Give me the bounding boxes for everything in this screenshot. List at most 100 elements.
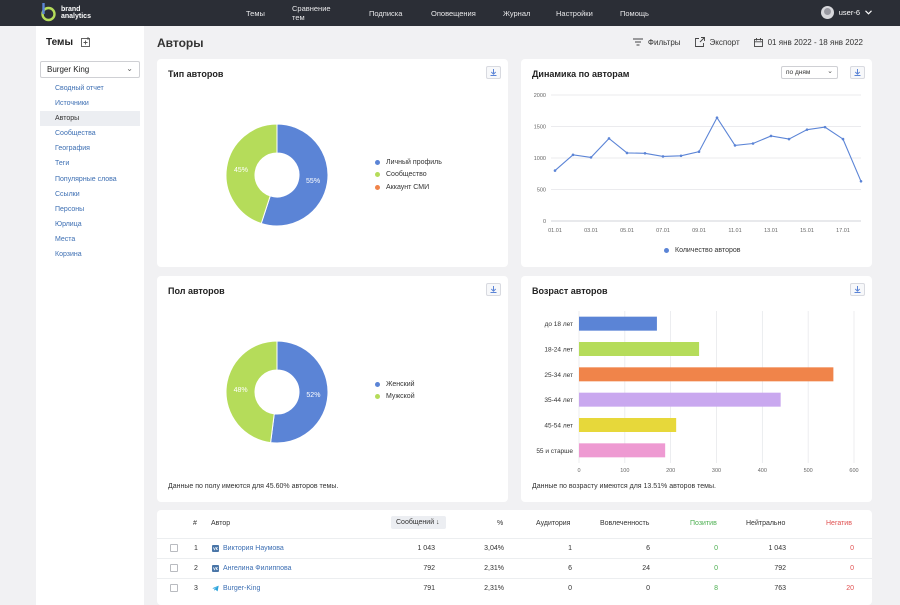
download-button[interactable] <box>486 283 501 296</box>
data-point <box>625 151 629 155</box>
author-link[interactable]: Виктория Наумова <box>223 545 284 552</box>
menu-item-subscription[interactable]: Подписка <box>369 8 403 18</box>
add-topic-icon[interactable] <box>81 37 91 47</box>
col-header-neutral[interactable]: Нейтрально <box>746 520 786 527</box>
download-button[interactable] <box>486 66 501 79</box>
x-tick-label: 500 <box>804 468 813 474</box>
author-type-donut-chart: 55% 45% <box>225 123 329 227</box>
legend-dot <box>375 394 380 400</box>
row-number: 3 <box>194 585 198 592</box>
menu-item-topics[interactable]: Темы <box>246 8 265 18</box>
user-menu[interactable]: user-6 <box>820 6 872 19</box>
age-footnote: Данные по возрасту имеются для 13.51% ав… <box>532 483 716 490</box>
header-actions: Фильтры Экспорт 01 янв 2022 - 18 янв 202… <box>632 37 863 47</box>
chevron-down-icon: ⌄ <box>126 64 133 73</box>
y-category-label: 55 и старше <box>536 448 573 455</box>
menu-item-help[interactable]: Помощь <box>620 8 649 18</box>
cell-messages: 1 043 <box>417 545 435 552</box>
sidebar-item[interactable]: Источники <box>55 100 89 108</box>
sidebar-item[interactable]: География <box>55 145 90 153</box>
bar <box>579 443 666 458</box>
author-link[interactable]: Ангелина Филиппова <box>223 565 292 572</box>
col-header-percent[interactable]: % <box>497 520 504 527</box>
y-tick-label: 0 <box>543 219 546 225</box>
data-point <box>589 156 593 159</box>
col-header-messages[interactable]: Сообщений ↓ <box>391 516 446 529</box>
sidebar-item[interactable]: Авторы <box>40 111 140 127</box>
sidebar-item[interactable]: Теги <box>55 160 70 168</box>
avatar <box>820 6 834 19</box>
legend-label: Сообщество <box>386 171 427 179</box>
row-checkbox[interactable] <box>170 584 178 592</box>
x-tick-label: 15.01 <box>800 228 814 234</box>
legend-item: Аккаунт СМИ <box>375 181 442 194</box>
data-point <box>769 134 773 138</box>
filters-button[interactable]: Фильтры <box>632 38 681 47</box>
sidebar-item[interactable]: Места <box>55 235 76 243</box>
author-link[interactable]: Burger-King <box>223 585 261 592</box>
sidebar-item[interactable]: Персоны <box>55 205 85 213</box>
author-gender-donut-chart: 52% 48% <box>225 340 329 444</box>
table-row[interactable]: 3 Burger-King 791 2,31% 0 0 8 763 20 <box>157 578 872 598</box>
brand-name-line1: brand <box>61 5 81 13</box>
cell-messages: 792 <box>423 565 435 572</box>
granularity-select[interactable]: по дням ⌄ <box>781 66 838 79</box>
sidebar-item[interactable]: Сводный отчет <box>55 85 104 92</box>
table-row[interactable]: 1 Виктория Наумова 1 043 3,04% 1 6 0 1 043 0 <box>157 538 872 558</box>
slice-label: 52% <box>306 392 320 399</box>
author-type-title: Тип авторов <box>168 69 224 79</box>
author-gender-legend: Женский Мужской <box>375 378 415 403</box>
date-range-picker[interactable]: 01 янв 2022 - 18 янв 2022 <box>753 37 863 47</box>
top-navbar: brand analytics Темы Сравнение тем Подпи… <box>0 0 900 26</box>
date-range-label: 01 янв 2022 - 18 янв 2022 <box>767 37 863 47</box>
col-header-positive[interactable]: Позитив <box>690 520 717 527</box>
table-row[interactable]: 2 Ангелина Филиппова 792 2,31% 6 24 0 792 0 <box>157 558 872 578</box>
menu-item-alerts[interactable]: Оповещения <box>431 8 476 18</box>
x-tick-label: 200 <box>666 468 675 474</box>
data-point <box>787 137 791 141</box>
sidebar-item[interactable]: Юрлица <box>55 220 82 228</box>
sidebar-item[interactable]: Сообщества <box>55 130 96 138</box>
y-category-label: 45-54 лет <box>544 423 573 430</box>
x-tick-label: 100 <box>620 468 629 474</box>
data-point <box>571 153 575 157</box>
col-header-audience[interactable]: Аудитория <box>536 520 571 527</box>
sidebar-item[interactable]: Корзина <box>55 251 82 259</box>
brand-logo[interactable]: brand analytics <box>40 3 91 22</box>
data-point <box>679 154 683 158</box>
donut-slice <box>225 340 278 444</box>
sidebar-item[interactable]: Ссылки <box>55 190 80 198</box>
sidebar-item[interactable]: Популярные слова <box>55 175 117 183</box>
legend-item: Мужской <box>375 391 415 404</box>
x-tick-label: 11.01 <box>728 228 741 234</box>
col-header-author[interactable]: Автор <box>211 520 231 527</box>
cell-audience: 1 <box>568 545 572 552</box>
menu-item-compare[interactable]: Сравнение тем <box>292 4 331 22</box>
export-button[interactable]: Экспорт <box>694 37 740 47</box>
col-header-negative[interactable]: Негатив <box>826 520 852 527</box>
bar <box>579 367 834 382</box>
gender-footnote: Данные по полу имеются для 45.60% авторо… <box>168 483 339 490</box>
author-gender-card: Пол авторов 52% 48% Женский Мужской Данны… <box>157 276 508 502</box>
legend-item: Сообщество <box>375 169 442 182</box>
cell-engagement: 0 <box>646 585 650 592</box>
data-point <box>733 144 737 147</box>
sidebar-nav: Сводный отчет Источники Авторы Сообщества Ге… <box>40 81 140 262</box>
download-button[interactable] <box>850 66 865 79</box>
download-button[interactable] <box>850 283 865 296</box>
menu-item-settings[interactable]: Настройки <box>556 8 593 18</box>
cell-positive: 8 <box>714 585 718 592</box>
series-line <box>554 116 862 182</box>
donut-slice <box>270 340 329 444</box>
menu-item-journal[interactable]: Журнал <box>503 8 531 18</box>
author-age-bar-chart: 0 100 200 300 400 500 600 до 18 лет 18-24 лет 25-… <box>536 311 859 474</box>
legend-label: Личный профиль <box>386 158 442 166</box>
cell-percent: 2,31% <box>484 565 504 572</box>
chevron-down-icon: ⌄ <box>827 68 833 75</box>
row-checkbox[interactable] <box>170 544 178 552</box>
cell-neutral: 792 <box>774 565 786 572</box>
row-checkbox[interactable] <box>170 564 178 572</box>
col-header-engagement[interactable]: Вовлеченность <box>600 520 650 527</box>
theme-select[interactable]: Burger King ⌄ <box>40 61 140 78</box>
author-age-card: Возраст авторов 0 100 200 300 400 500 600 до 18… <box>521 276 872 502</box>
